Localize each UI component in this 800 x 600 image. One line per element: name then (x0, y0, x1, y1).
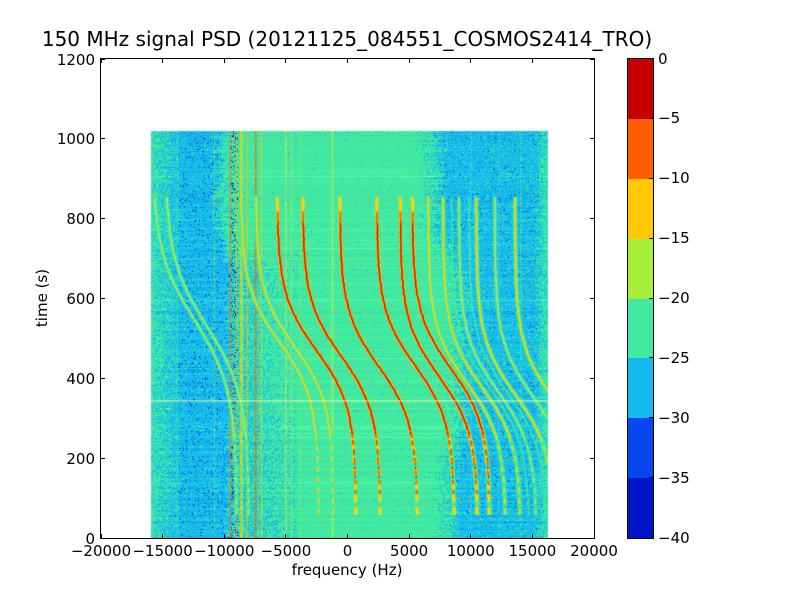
heatmap-canvas (101, 59, 594, 538)
x-tick-bottom (408, 534, 410, 538)
colorbar-segment (628, 178, 653, 239)
x-tick-label: 0 (342, 542, 353, 560)
x-tick-bottom (531, 534, 533, 538)
y-tick-left (101, 457, 105, 459)
colorbar-segment (628, 418, 653, 479)
x-tick-bottom (100, 534, 102, 538)
x-tick-top (408, 59, 410, 63)
y-tick-left (101, 218, 105, 220)
y-tick-label: 600 (66, 290, 95, 308)
x-tick-top (531, 59, 533, 63)
colorbar-tick-label: 0 (658, 49, 668, 68)
x-tick-label: 10000 (446, 542, 495, 560)
colorbar-segment (628, 59, 653, 119)
colorbar-segment (628, 238, 653, 299)
x-tick-bottom (470, 534, 472, 538)
y-tick-right (590, 298, 594, 299)
x-tick-label: −20000 (70, 542, 132, 560)
colorbar-tick (649, 117, 653, 119)
colorbar-tick (649, 417, 653, 419)
x-tick-top (347, 59, 348, 63)
y-tick-left (101, 537, 105, 539)
colorbar-tick-label: −5 (658, 109, 681, 128)
y-tick-left (101, 298, 105, 299)
y-tick-left (101, 377, 105, 379)
y-tick-label: 0 (85, 529, 95, 548)
y-tick-right (590, 457, 594, 459)
colorbar-tick-label: −10 (658, 169, 690, 188)
axes-frame (100, 58, 595, 539)
colorbar-tick-label: −25 (658, 348, 690, 367)
colorbar-tick (649, 177, 653, 179)
colorbar-tick (649, 237, 653, 239)
x-tick-label: 5000 (390, 542, 429, 560)
x-tick-top (100, 59, 102, 63)
y-tick-label: 400 (66, 369, 95, 388)
colorbar-segment (628, 118, 653, 179)
y-tick-right (590, 377, 594, 379)
x-tick-label: −10000 (194, 542, 255, 560)
colorbar-tick (649, 357, 653, 359)
x-tick-bottom (223, 534, 225, 538)
x-axis-label: frequency (Hz) (291, 561, 403, 579)
colorbar-tick-label: −15 (658, 229, 690, 248)
y-tick-left (101, 138, 105, 140)
x-tick-top (593, 59, 595, 63)
y-tick-left (101, 58, 105, 60)
x-tick-label: 15000 (508, 542, 557, 560)
x-tick-top (285, 59, 287, 63)
plot-title: 150 MHz signal PSD (20121125_084551_COSM… (41, 27, 653, 51)
colorbar-segment (628, 358, 653, 419)
y-tick-label: 1200 (56, 50, 95, 69)
y-tick-label: 800 (66, 210, 95, 229)
x-tick-label: −5000 (260, 542, 312, 560)
colorbar-tick-label: −30 (658, 408, 690, 427)
colorbar-tick-label: −20 (658, 289, 690, 307)
y-tick-label: 200 (66, 449, 95, 468)
colorbar-tick (649, 297, 653, 299)
y-tick-right (590, 58, 594, 60)
colorbar (627, 58, 654, 539)
x-tick-top (162, 59, 164, 63)
y-tick-right (590, 218, 594, 220)
x-tick-label: −15000 (132, 542, 193, 560)
colorbar-tick (649, 477, 653, 479)
x-tick-bottom (593, 534, 595, 538)
colorbar-segment (628, 478, 653, 538)
x-tick-bottom (285, 534, 287, 538)
y-tick-right (590, 537, 594, 539)
colorbar-segment (628, 298, 653, 359)
x-tick-bottom (162, 534, 164, 538)
y-tick-right (590, 138, 594, 140)
x-tick-bottom (347, 534, 348, 538)
colorbar-tick-label: −35 (658, 468, 690, 487)
x-tick-top (223, 59, 225, 63)
colorbar-tick-label: −40 (658, 528, 690, 547)
x-tick-top (470, 59, 472, 63)
y-tick-label: 1000 (56, 130, 95, 149)
x-tick-label: 20000 (570, 542, 618, 560)
